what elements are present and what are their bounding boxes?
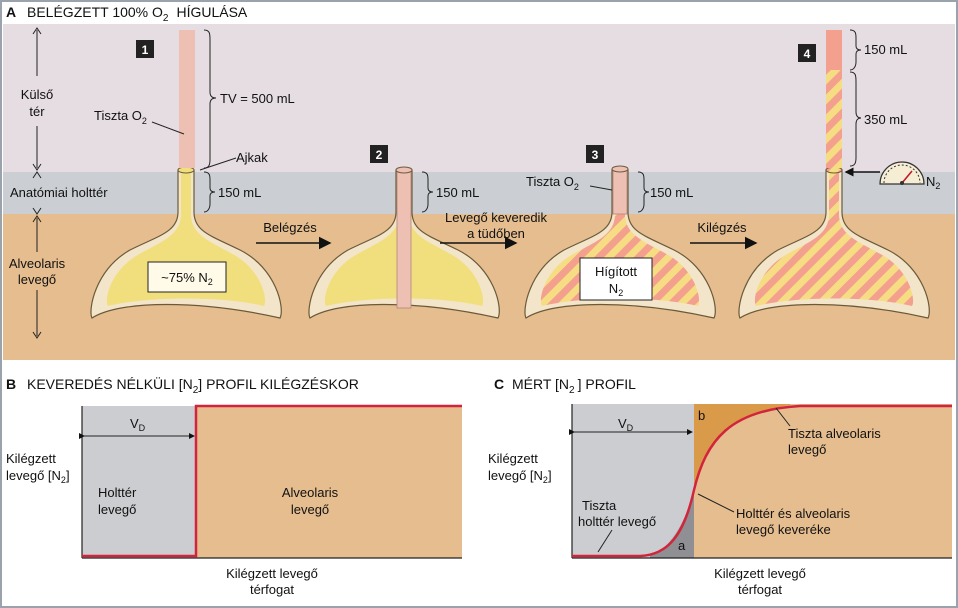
step-2-badge <box>370 145 388 163</box>
step-3-badge <box>586 145 604 163</box>
lung-2 <box>308 166 500 319</box>
deadspace-bracket-1 <box>203 171 216 213</box>
deadspace-volume-1: 150 mL <box>218 185 261 200</box>
lips-leader <box>199 157 237 171</box>
panel-c-pure-dead-label-2: holttér levegő <box>578 514 656 529</box>
outer-space-band <box>3 24 955 172</box>
panel-b-x-label-1: Kilégzett levegő <box>226 566 318 581</box>
panel-c-y-label-1: Kilégzett <box>488 451 538 466</box>
panel-c-mix-label-1: Holttér és alveolaris <box>736 506 851 521</box>
vol-top-label: 150 mL <box>864 42 907 57</box>
vol-bracket-top <box>849 29 862 71</box>
panel-a-letter: A <box>6 4 16 20</box>
tv-bracket <box>203 29 217 169</box>
deadspace-bracket-3 <box>637 171 650 213</box>
panel-b-y-label-1: Kilégzett <box>6 451 56 466</box>
panel-b-y-label-2: levegő [N2] <box>6 468 70 485</box>
pure-o2-label-1: Tiszta O2 <box>94 108 147 126</box>
step-3-number: 3 <box>592 148 599 162</box>
step-4-number: 4 <box>804 47 811 61</box>
zone-bracket-dead-bottom <box>32 207 42 215</box>
step-1-badge <box>136 40 154 58</box>
panel-b-x-label-2: térfogat <box>250 582 294 597</box>
lips-label: Ajkak <box>236 150 268 165</box>
dead-space-band <box>3 172 955 214</box>
zone-dead-label: Anatómiai holttér <box>10 185 108 200</box>
panel-c-region-a <box>650 490 694 558</box>
step-1-number: 1 <box>142 43 149 57</box>
panel-c-letter: C <box>494 376 504 392</box>
n2-75-label: ~75% N2 <box>161 270 213 287</box>
n2-meter-label: N2 <box>926 174 940 191</box>
deadspace-volume-3: 150 mL <box>650 185 693 200</box>
deadspace-volume-2: 150 mL <box>436 185 479 200</box>
panel-c-pure-alv-leader <box>775 407 791 427</box>
diluted-label-1: Hígított <box>595 264 637 279</box>
panel-b-letter: B <box>6 376 16 392</box>
panel-a: A BELÉGZETT 100% O2 HÍGULÁSA Külső tér An… <box>3 4 955 360</box>
panel-b-alveolar-area <box>196 406 462 558</box>
pure-o2-leader-1 <box>151 121 185 135</box>
zone-outer-label-2: tér <box>29 104 45 119</box>
panel-c-pure-alv-label-1: Tiszta alveolaris <box>788 426 881 441</box>
panel-c-title: MÉRT [N2] PROFIL <box>512 376 636 396</box>
vol-mid-label: 350 mL <box>864 112 907 127</box>
pure-o2-label-3: Tiszta O2 <box>526 174 579 192</box>
arrow-mix-label-1: Levegő keveredik <box>445 210 547 225</box>
arrow-exhale-label: Kilégzés <box>697 220 747 235</box>
panel-c-pure-dead-label-1: Tiszta <box>582 498 617 513</box>
zone-bracket-alveolar <box>32 215 42 339</box>
panel-c: C MÉRT [N2] PROFIL VD Kilégzett levegő [… <box>488 376 952 597</box>
panel-c-region-b-label: b <box>698 408 705 423</box>
panel-c-profile-curve <box>572 404 952 558</box>
zone-bracket-dead-top <box>32 171 42 179</box>
zone-alveolar-label-1: Alveolaris <box>9 256 66 271</box>
tv-label: TV = 500 mL <box>220 91 295 106</box>
panel-b-deadspace-area <box>82 406 196 558</box>
panel-c-x-label-1: Kilégzett levegő <box>714 566 806 581</box>
panel-a-title: BELÉGZETT 100% O2 HÍGULÁSA <box>27 4 248 24</box>
panel-c-region-a-label: a <box>678 538 686 553</box>
zone-alveolar-label-2: levegő <box>18 272 56 287</box>
panel-c-pure-alv-label-2: levegő <box>788 442 826 457</box>
panel-b-dead-label-1: Holttér <box>98 485 137 500</box>
panel-c-region-b <box>694 404 790 490</box>
panel-b: B KEVEREDÉS NÉLKÜLI [N2] PROFIL KILÉGZÉS… <box>6 375 462 597</box>
panel-b-alv-label-1: Alveolaris <box>282 485 339 500</box>
panel-b-dead-label-2: levegő <box>98 502 136 517</box>
n2-meter-gauge-icon <box>879 161 925 185</box>
zone-bracket-outer <box>32 27 42 171</box>
panel-c-y-label-2: levegő [N2] <box>488 468 552 485</box>
panel-c-x-label-2: térfogat <box>738 582 782 597</box>
diluted-label-2: N2 <box>609 281 623 298</box>
diluted-n2-box <box>579 257 653 301</box>
panel-c-pure-dead-leader <box>597 529 613 553</box>
panel-c-mix-label-2: levegő keveréke <box>736 522 831 537</box>
arrow-inhale-label: Belégzés <box>263 220 317 235</box>
panel-c-alveolar-area <box>694 404 952 558</box>
n2-75-box <box>147 261 227 293</box>
deadspace-bracket-2 <box>421 171 434 213</box>
vol-bracket-mid <box>849 71 862 167</box>
panel-c-vd-label: VD <box>618 416 634 433</box>
arrow-mix-label-2: a tüdőben <box>467 226 525 241</box>
step-2-number: 2 <box>376 148 383 162</box>
panel-c-mix-leader <box>697 493 735 513</box>
panel-b-title: KEVEREDÉS NÉLKÜLI [N2] PROFIL KILÉGZÉSKO… <box>27 375 359 396</box>
panel-b-alv-label-2: levegő <box>291 502 329 517</box>
step-4-badge <box>798 44 816 62</box>
zone-outer-label-1: Külső <box>21 87 54 102</box>
lung-4 <box>738 30 930 319</box>
pure-o2-leader-3 <box>589 185 613 191</box>
panel-b-profile-curve <box>82 404 462 558</box>
panel-b-vd-label: VD <box>130 416 146 433</box>
